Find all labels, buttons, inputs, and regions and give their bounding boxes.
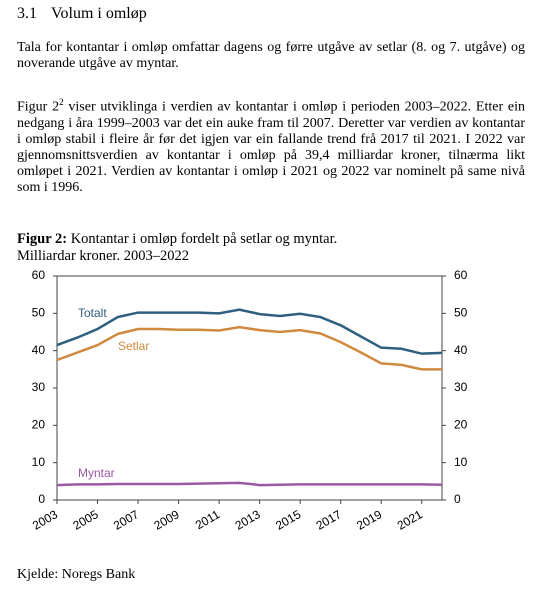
y2-tick-label: 60 <box>454 268 468 282</box>
series-line <box>56 325 442 371</box>
x-tick-label: 2003 <box>30 507 60 533</box>
paragraph: Tala for kontantar i omløp omfattar dage… <box>17 40 525 71</box>
paragraph: Figur 22 viser utviklinga i verdien av k… <box>17 94 525 196</box>
y2-tick-label: 0 <box>454 492 461 506</box>
footnote-ref: 2 <box>59 97 64 107</box>
text: Figur 2 <box>17 99 60 115</box>
y-tick-label: 40 <box>32 343 46 357</box>
figure-title: Kontantar i omløp fordelt på setlar og m… <box>70 231 338 247</box>
text: viser utviklinga i verdien av kontantar … <box>17 99 525 195</box>
y-tick-label: 50 <box>32 306 46 320</box>
section-title: Volum i omløp <box>51 5 147 22</box>
series-label: Setlar <box>118 339 149 353</box>
section-heading: 3.1 Volum i omløp <box>17 5 147 23</box>
y-tick-label: 60 <box>32 268 46 282</box>
x-tick-label: 2013 <box>233 507 263 533</box>
figure-subtitle: Milliardar kroner. 2003–2022 <box>17 248 189 264</box>
figure-label: Figur 2: <box>17 231 68 247</box>
x-tick-label: 2005 <box>70 507 100 533</box>
y2-tick-label: 40 <box>454 343 468 357</box>
y2-tick-label: 20 <box>454 418 468 432</box>
x-tick-label: 2021 <box>395 507 425 533</box>
series-line <box>56 308 443 355</box>
chart: 0 10 20 30 40 50 60 0 10 20 30 40 50 60 2003 2005 2007 20… <box>30 268 468 533</box>
x-tick-label: 2007 <box>111 507 141 533</box>
x-tick-label: 2017 <box>314 507 344 533</box>
y-tick-label: 20 <box>32 418 46 432</box>
y-tick-label: 10 <box>32 455 46 469</box>
section-number: 3.1 <box>17 5 37 22</box>
y2-tick-label: 10 <box>454 455 468 469</box>
x-tick-label: 2019 <box>354 507 384 533</box>
y2-tick-label: 30 <box>454 380 468 394</box>
source: Kjelde: Noregs Bank <box>17 567 136 582</box>
x-tick-label: 2011 <box>193 507 223 532</box>
plot-frame <box>56 275 443 501</box>
series-label: Totalt <box>78 306 107 320</box>
y-tick-label: 0 <box>38 492 45 506</box>
series-label: Myntar <box>78 466 115 480</box>
series-line <box>56 481 443 487</box>
figure-caption: Figur 2: Kontantar i omløp fordelt på se… <box>17 231 337 265</box>
x-tick-label: 2015 <box>273 507 303 533</box>
y-tick-label: 30 <box>32 380 46 394</box>
y2-tick-label: 50 <box>454 306 468 320</box>
x-tick-label: 2009 <box>152 507 182 533</box>
